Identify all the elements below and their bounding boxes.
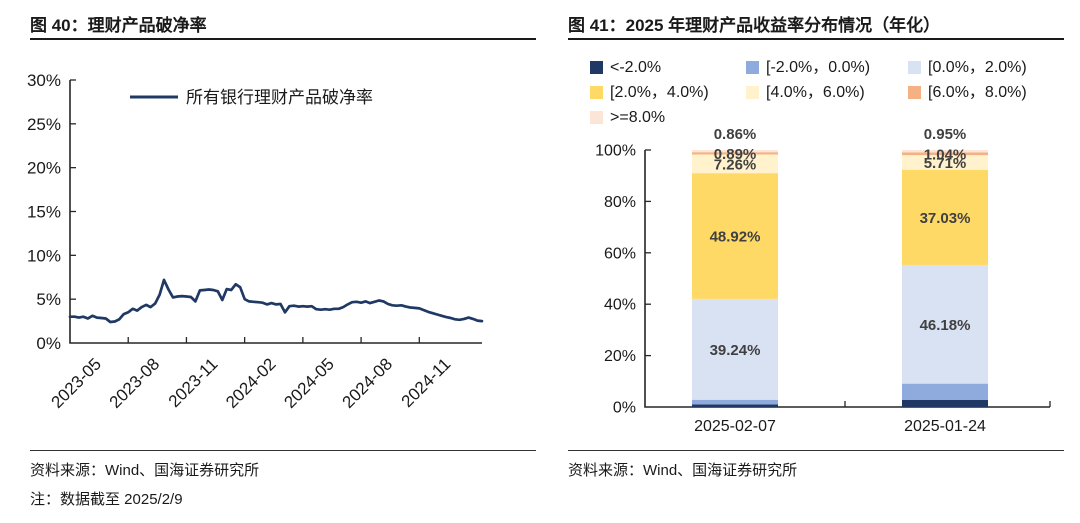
category-label: 2025-01-24 (904, 418, 986, 435)
figure-40-footer-rule (30, 450, 536, 451)
figure-40-panel: 图 40：理财产品破净率 0% 5% 10% 15% 20% 25% 30% 2023-05 2… (0, 16, 540, 508)
bar-segment-label: 0.89% (714, 146, 757, 163)
bar-segment (902, 155, 988, 170)
legend-label: [0.0%，2.0%) (928, 59, 1027, 76)
legend-swatch (746, 86, 759, 99)
category-label: 2025-02-07 (694, 418, 776, 435)
x-tick-label: 2024-11 (398, 354, 455, 411)
y-tick-label: 60% (604, 245, 636, 262)
y-tick-label: 0% (613, 400, 636, 417)
y-tick-label: 5% (36, 290, 61, 309)
legend-label: [-2.0%，0.0%) (766, 59, 871, 76)
y-tick-label: 25% (27, 115, 61, 134)
y-tick-label: 80% (604, 194, 636, 211)
legend-swatch (590, 61, 603, 74)
bar-segment (902, 152, 988, 156)
x-tick-label: 2023-11 (165, 354, 222, 411)
figure-41-footer-rule (568, 450, 1064, 451)
bar-segment-label: 7.26% (714, 156, 757, 173)
y-tick-label: 0% (36, 334, 61, 353)
break-net-ratio-line (68, 278, 484, 324)
bar-segment-label: 46.18% (920, 317, 971, 334)
y-tick-label: 10% (27, 246, 61, 265)
legend-item: <-2.0% (590, 57, 746, 78)
bar-segment-label: 37.03% (920, 210, 971, 227)
bar-segment (692, 404, 778, 407)
y-tick-label: 20% (604, 348, 636, 365)
y-tick-label: 100% (595, 143, 636, 160)
bar-segment (692, 399, 778, 405)
legend-swatch (746, 61, 759, 74)
bar-segment (692, 152, 778, 155)
bar-segment-label: 39.24% (710, 342, 761, 359)
legend-swatch (908, 61, 921, 74)
x-tick-label: 2023-08 (106, 354, 164, 412)
figure-40-title: 图 40：理财产品破净率 (30, 16, 207, 35)
bar-segment (692, 173, 778, 299)
legend-label: [4.0%，6.0%) (766, 84, 865, 101)
legend-swatch (908, 86, 921, 99)
line-chart: 0% 5% 10% 15% 20% 25% 30% 2023-05 2023-08 2023-11… (0, 45, 540, 447)
legend-label: >=8.0% (610, 109, 666, 126)
figure-40-source: 资料来源：Wind、国海证券研究所 (30, 462, 260, 479)
legend-item: >=8.0% (590, 107, 746, 128)
figure-41-panel: 图 41：2025 年理财产品收益率分布情况（年化） <-2.0% [-2.0%，… (540, 0, 1080, 523)
y-tick-label: 40% (604, 297, 636, 314)
x-tick-label: 2024-05 (280, 354, 338, 412)
legend-label: [6.0%，8.0%) (928, 84, 1027, 101)
bar-chart: 0% 20% 40% 60% 80% 100% 39.24% 48.92% 7.26% 0.89%… (540, 120, 1080, 455)
bar-segment-label: 1.04% (924, 146, 967, 163)
bar-segment-label: 0.86% (714, 126, 757, 143)
legend-item: [6.0%，8.0%) (908, 82, 1076, 103)
figure-41-source: 资料来源：Wind、国海证券研究所 (568, 462, 798, 479)
legend-swatch (590, 111, 603, 124)
y-tick-label: 30% (27, 71, 61, 90)
bar-segment-label: 5.71% (924, 155, 967, 172)
x-tick-label: 2024-02 (222, 354, 280, 412)
legend-label: [2.0%，4.0%) (610, 84, 709, 101)
legend-label: <-2.0% (610, 59, 662, 76)
legend-swatch (590, 86, 603, 99)
bar-segment (692, 154, 778, 174)
legend-item: [-2.0%，0.0%) (746, 57, 908, 78)
bar-legend: <-2.0% [-2.0%，0.0%) [0.0%，2.0%) [2.0%，4.0%)… (590, 57, 1076, 128)
figure-40-note: 注：数据截至 2025/2/9 (30, 491, 183, 508)
bar-segment (902, 169, 988, 265)
bar-segment (902, 264, 988, 384)
y-tick-label: 20% (27, 159, 61, 178)
bar-chart-svg: 0% 20% 40% 60% 80% 100% 39.24% 48.92% 7.26%0.89%… (595, 126, 1051, 435)
x-tick-label: 2023-05 (47, 354, 105, 412)
figure-41-title-rule (568, 38, 1064, 40)
figure-40-title-rule (30, 38, 536, 40)
bar-segment (902, 399, 988, 408)
bar-segment (902, 383, 988, 400)
x-tick-label: 2024-08 (339, 354, 397, 412)
bar-segment-label: 48.92% (710, 229, 761, 246)
bar-segment (692, 150, 778, 153)
legend-item: [2.0%，4.0%) (590, 82, 746, 103)
line-legend-label: 所有银行理财产品破净率 (186, 88, 373, 107)
bar-segment (692, 298, 778, 400)
legend-item: [4.0%，6.0%) (746, 82, 908, 103)
bar-segment (902, 150, 988, 153)
line-chart-svg: 0% 5% 10% 15% 20% 25% 30% 2023-05 2023-08 2023-11… (27, 71, 484, 412)
legend-item: [0.0%，2.0%) (908, 57, 1076, 78)
y-tick-label: 15% (27, 203, 61, 222)
figure-41-title: 图 41：2025 年理财产品收益率分布情况（年化） (568, 16, 941, 35)
bar-segment-label: 0.95% (924, 126, 967, 143)
